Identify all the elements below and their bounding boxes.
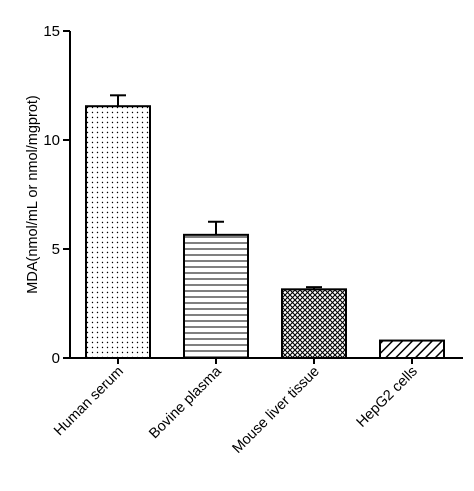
- y-tick-label: 0: [52, 350, 60, 367]
- bar-hepg2-cells: [379, 339, 445, 359]
- y-tick-label: 15: [43, 23, 60, 40]
- bars: [85, 94, 445, 359]
- bar-bovine-plasma: [183, 233, 249, 359]
- y-tick-label: 10: [43, 132, 60, 149]
- x-tick-label: HepG2 cells: [354, 364, 421, 431]
- x-tick-label: Mouse liver tissue: [229, 364, 322, 457]
- x-tick-label: Human serum: [51, 364, 127, 440]
- y-tick-label: 5: [52, 241, 60, 258]
- x-tick-label: Bovine plasma: [146, 363, 225, 442]
- x-axis: Human serum Bovine plasma Mouse liver tiss…: [51, 357, 463, 457]
- y-axis-title: MDA(nmol/mL or nmol/mgprot): [25, 95, 41, 293]
- bar-human-serum: [85, 105, 151, 359]
- y-axis: 0 5 10 15: [43, 23, 71, 367]
- bar-mouse-liver-tissue: [281, 288, 347, 359]
